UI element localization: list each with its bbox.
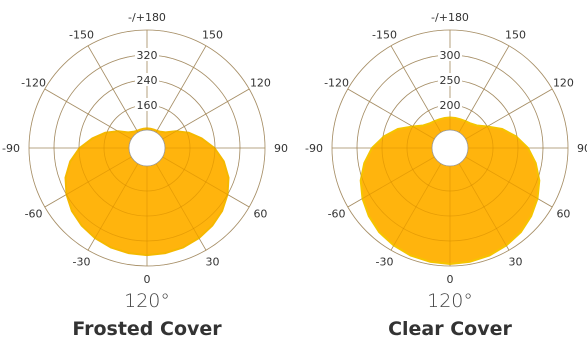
beam-angle-label: 120°: [427, 290, 473, 312]
radial-tick-label: 160: [137, 99, 158, 112]
angle-tick-label: -150: [372, 29, 397, 42]
grid-spoke-overlay: [390, 163, 442, 251]
grid-spoke-overlay: [155, 163, 207, 251]
cover-label: Clear Cover: [388, 318, 512, 340]
grid-spoke: [87, 45, 139, 133]
grid-spoke-overlay: [162, 88, 250, 140]
beam-angle-label: 120°: [124, 290, 170, 312]
radial-tick-bg: [135, 48, 159, 61]
angle-tick-label: -/+180: [128, 11, 166, 24]
angle-tick-label: 60: [253, 208, 267, 221]
center-hole: [128, 129, 166, 167]
angle-tick-label: -/+180: [431, 11, 469, 24]
angle-tick-label: -150: [69, 29, 94, 42]
beam-pattern-area: [359, 116, 541, 265]
grid-spoke-overlay: [347, 88, 435, 140]
grid-spoke-overlay: [458, 163, 510, 251]
angle-tick-label: 150: [505, 29, 526, 42]
grid-spoke-overlay: [44, 156, 132, 208]
clear-polar-chart: -/+1801501209060300-30-60-90-120-1502002…: [305, 11, 587, 286]
angle-tick-label: 120: [553, 77, 574, 90]
beam-pattern-area: [64, 127, 230, 257]
angle-tick-label: 120: [250, 77, 271, 90]
angle-tick-label: 90: [577, 142, 587, 155]
grid-spoke-overlay: [162, 156, 250, 208]
angle-tick-label: -90: [2, 142, 20, 155]
cover-label: Frosted Cover: [72, 318, 222, 340]
angle-tick-label: 0: [447, 273, 454, 286]
grid-spoke-overlay: [87, 45, 139, 133]
radial-tick-label: 300: [440, 49, 461, 62]
angle-tick-label: -120: [324, 77, 349, 90]
angle-tick-label: -90: [305, 142, 323, 155]
grid-ring-overlay: [331, 29, 569, 267]
radial-tick-bg: [438, 73, 462, 86]
grid-spoke-overlay: [390, 45, 442, 133]
radial-tick-label: 320: [137, 49, 158, 62]
angle-tick-label: 30: [509, 255, 523, 268]
grid-spoke: [390, 45, 442, 133]
angle-tick-label: -60: [328, 208, 346, 221]
grid-spoke-overlay: [155, 45, 207, 133]
grid-spoke-overlay: [347, 156, 435, 208]
angle-tick-label: 90: [274, 142, 288, 155]
angle-tick-label: -30: [73, 255, 91, 268]
grid-spoke-overlay: [465, 156, 553, 208]
radial-tick-label: 250: [440, 74, 461, 87]
radial-tick-label: 200: [440, 99, 461, 112]
radial-tick-bg: [135, 98, 159, 111]
grid-spoke: [155, 45, 207, 133]
radial-tick-bg: [438, 48, 462, 61]
angle-tick-label: 150: [202, 29, 223, 42]
angle-tick-label: -120: [21, 77, 46, 90]
radial-tick-label: 240: [137, 74, 158, 87]
center-hole: [431, 129, 469, 167]
frosted-polar-chart: -/+180 150 120 90 60 30 0 -30 -60 -90 -120 -150 160 2…: [2, 11, 288, 286]
grid-spoke-overlay: [44, 88, 132, 140]
grid-ring-overlay: [28, 29, 266, 267]
grid-spoke: [458, 45, 510, 133]
radial-tick-bg: [135, 73, 159, 86]
grid-spoke-overlay: [458, 45, 510, 133]
grid-spoke-overlay: [465, 88, 553, 140]
clear-panel: -/+1801501209060300-30-60-90-120-1502002…: [303, 0, 587, 346]
grid-spoke-overlay: [87, 163, 139, 251]
angle-tick-label: 30: [206, 255, 220, 268]
radial-tick-bg: [438, 98, 462, 111]
angle-tick-label: -30: [376, 255, 394, 268]
angle-tick-label: -60: [25, 208, 43, 221]
angle-tick-label: 0: [144, 273, 151, 286]
frosted-panel: -/+180 150 120 90 60 30 0 -30 -60 -90 -120 -150 160 2…: [2, 11, 288, 340]
angle-tick-label: 60: [556, 208, 570, 221]
